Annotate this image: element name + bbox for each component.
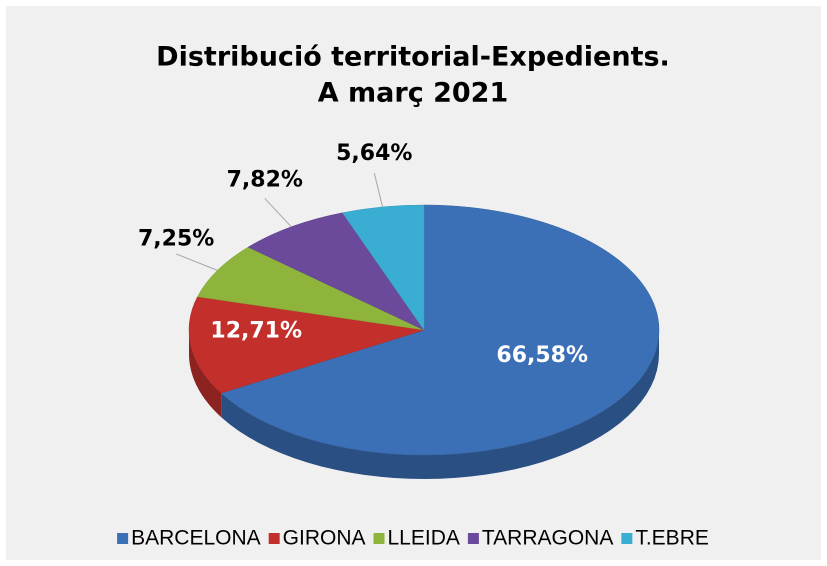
legend-label: LLEIDA [388,527,460,550]
data-label: 7,25% [138,226,214,251]
slice-side [221,330,659,479]
chart-title: A març 2021 [318,78,509,109]
pie-slice [342,204,425,331]
pie-slice [188,296,425,418]
slice-top [220,204,660,456]
slice-top [342,204,425,331]
pie-slice [197,246,425,331]
slice-top [197,246,425,331]
chart-title: Distribució territorial-Expedients. [156,42,670,73]
legend-swatch [268,533,280,544]
leader-line [175,253,218,271]
slice-top [247,212,425,331]
legend-swatch [621,533,633,544]
leader-line [373,173,384,208]
data-label: 5,64% [336,141,412,166]
legend-swatch [467,533,479,544]
slice-side [189,330,222,418]
legend-swatch [373,533,385,544]
data-label: 7,82% [227,168,303,193]
data-label: 66,58% [496,343,588,368]
legend-label: T.EBRE [635,527,709,550]
leader-line [264,198,292,228]
legend-label: GIRONA [283,527,366,550]
slice-top [188,296,425,394]
pie-slice [247,212,425,331]
pie-slice [220,204,660,479]
data-label: 12,71% [210,319,302,344]
legend-swatch [117,533,129,544]
legend-label: TARRAGONA [482,527,613,550]
legend-label: BARCELONA [131,527,261,550]
